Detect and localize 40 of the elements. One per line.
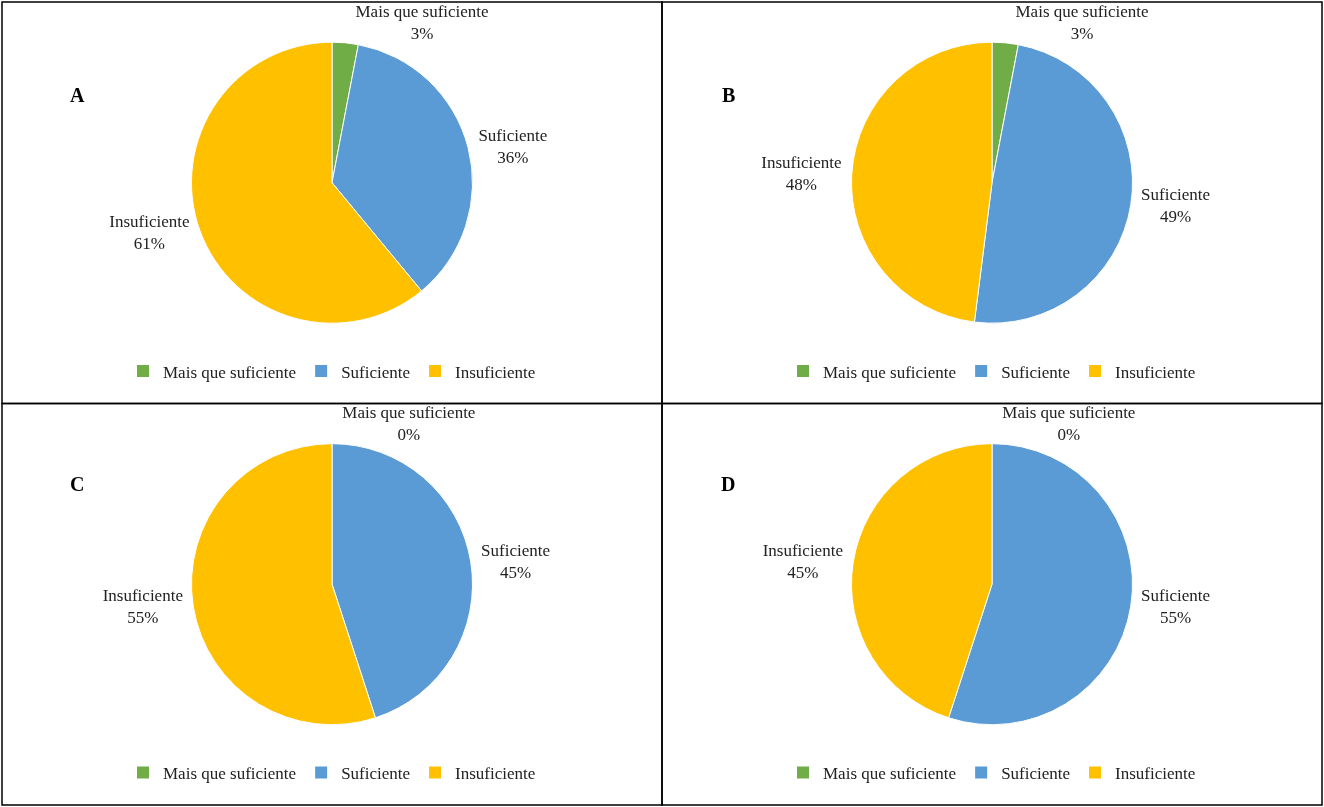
slice-label: Suficiente [1141,184,1210,204]
legend-label: Mais que suficiente [823,764,957,784]
slice-label: Insuficiente [762,541,843,561]
legend-label: Mais que suficiente [823,362,957,382]
legend-label: Mais que suficiente [163,764,297,784]
legend-label: Insuficiente [1115,764,1196,784]
legend-label: Suficiente [1001,362,1071,382]
slice-label: Insuficiente [761,153,842,173]
legend-label: Suficiente [1001,764,1071,784]
data-label: 3% [410,23,434,43]
data-label: 48% [785,175,817,195]
data-label: 3% [1070,23,1094,43]
legend-label: Insuficiente [455,362,536,382]
data-label: 61% [133,234,165,254]
slice-label: Suficiente [481,541,550,561]
data-label: 45% [787,563,819,583]
data-label: 55% [1159,608,1192,628]
legend-label: Suficiente [341,764,411,784]
legend-label: Mais que suficiente [163,362,297,382]
legend-label: Suficiente [341,362,411,382]
text: C [70,473,85,495]
legend-label: Insuficiente [1115,362,1196,382]
slice-label: Suficiente [1141,586,1210,606]
legend-label: Insuficiente [455,764,536,784]
slice-label: Insuficiente [102,586,183,606]
slice-label: Mais que suficiente [355,1,489,21]
slice-label: Suficiente [478,125,548,145]
text: 0% [397,424,421,444]
data-label: 36% [497,148,529,168]
text: B [722,84,736,106]
data-label: 55% [127,608,159,628]
category-label: Mais que suficiente [1002,402,1136,422]
slice-label: Mais que suficiente [1015,1,1149,21]
text: D [721,473,736,495]
slice-label: Insuficiente [109,212,190,232]
category-label: Mais que suficiente [342,402,476,422]
text: A [70,84,85,106]
data-label: 49% [1159,206,1192,226]
text: 0% [1057,424,1081,444]
data-label: 45% [499,563,532,583]
